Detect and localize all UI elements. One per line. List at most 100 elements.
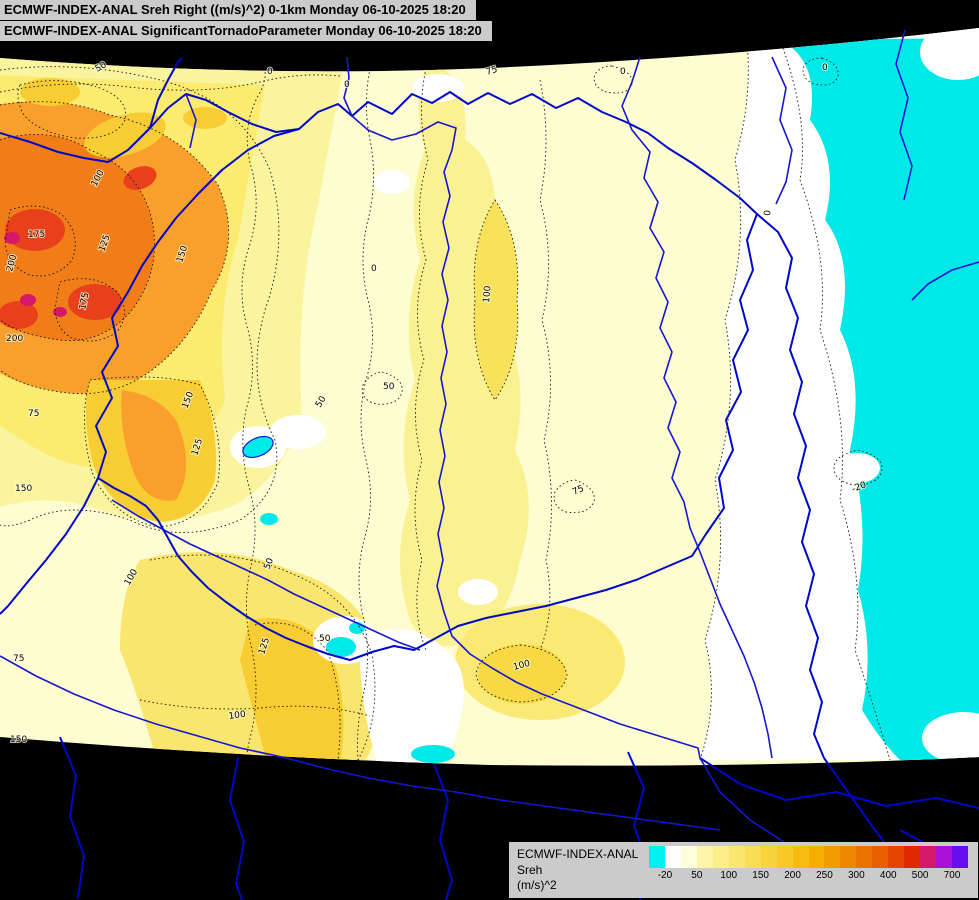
legend-swatch bbox=[936, 846, 953, 868]
fill-red-spot-3 bbox=[0, 301, 38, 329]
title-bar-primary: ECMWF-INDEX-ANAL Sreh Right ((m/s)^2) 0-… bbox=[0, 0, 476, 20]
fill-cyan-spot-4 bbox=[411, 745, 455, 763]
fill-white-patch-1 bbox=[412, 74, 464, 102]
contour-label: 75 bbox=[28, 409, 39, 419]
border-west bbox=[0, 93, 300, 163]
fill-cyan-spot-2 bbox=[326, 637, 356, 657]
river-drava bbox=[111, 499, 421, 651]
river-east-tributary bbox=[911, 261, 979, 301]
contour-line bbox=[84, 376, 220, 528]
legend-swatch bbox=[840, 846, 857, 868]
legend-swatch bbox=[776, 846, 793, 868]
legend-tick: 50 bbox=[691, 870, 703, 881]
river-northeast bbox=[771, 56, 793, 205]
fill-red-spot-1 bbox=[5, 209, 65, 251]
contour-line bbox=[17, 80, 127, 139]
legend-tick-labels: -20 50 100 150 200 250 300 400 500 700 bbox=[649, 868, 968, 886]
legend-tick: 300 bbox=[848, 870, 865, 881]
legend-swatch bbox=[649, 846, 665, 868]
legend-tick: -20 bbox=[657, 870, 673, 881]
legend-swatch bbox=[744, 846, 761, 868]
contour-label: 0 bbox=[267, 67, 273, 77]
legend-tick: 200 bbox=[784, 870, 801, 881]
legend-units-label: (m/s)^2 bbox=[517, 878, 557, 893]
fill-yellow-central-band bbox=[400, 58, 529, 647]
contour-label: 75 bbox=[485, 65, 499, 78]
fill-crimson-spot-1 bbox=[20, 294, 36, 306]
fill-white-patch-4 bbox=[458, 579, 498, 605]
fill-white-south-center bbox=[359, 629, 464, 766]
border-south-2 bbox=[229, 757, 245, 900]
title-bar-secondary: ECMWF-INDEX-ANAL SignificantTornadoParam… bbox=[0, 21, 492, 41]
border-southwest bbox=[0, 477, 99, 615]
contour-label: 100 bbox=[482, 285, 493, 303]
legend-tick: 400 bbox=[879, 870, 897, 881]
legend-text-block: ECMWF-INDEX-ANAL Sreh (m/s)^2 bbox=[509, 842, 649, 894]
fill-cyan-spot-1 bbox=[260, 513, 278, 525]
fill-orange-streak-w bbox=[121, 390, 187, 501]
legend-swatch bbox=[792, 846, 809, 868]
legend-tick: 500 bbox=[911, 870, 929, 881]
legend-swatch bbox=[728, 846, 745, 868]
border-south-1 bbox=[59, 736, 85, 899]
contour-label: 150 bbox=[15, 484, 32, 494]
legend-swatch bbox=[888, 846, 905, 868]
contour-label: 100 bbox=[228, 710, 247, 722]
legend-parameter-label: Sreh bbox=[517, 862, 543, 877]
fill-cyan-balaton bbox=[242, 436, 274, 458]
title-text-secondary: ECMWF-INDEX-ANAL SignificantTornadoParam… bbox=[4, 23, 482, 38]
legend-swatch bbox=[664, 846, 681, 868]
fill-crimson-spot-2 bbox=[53, 307, 67, 317]
contour-line bbox=[357, 59, 374, 761]
legend-colorbar bbox=[649, 846, 969, 868]
river-danube bbox=[343, 56, 785, 843]
contour-label: 200 bbox=[6, 334, 23, 344]
contour-line bbox=[241, 59, 266, 761]
fill-white-notch-ne bbox=[920, 28, 979, 80]
title-text-primary: ECMWF-INDEX-ANAL Sreh Right ((m/s)^2) 0-… bbox=[4, 2, 466, 17]
fill-gold-nw-3 bbox=[183, 107, 227, 129]
contour-label: 0 bbox=[371, 264, 377, 274]
contour-label: 75 bbox=[13, 654, 24, 664]
legend-swatch bbox=[680, 846, 697, 868]
contour-line bbox=[414, 59, 429, 651]
border-south-3 bbox=[433, 763, 453, 900]
rivers bbox=[0, 29, 979, 843]
contour-label: 50 bbox=[383, 382, 395, 392]
river-sava bbox=[0, 655, 721, 831]
fill-gold-south-center bbox=[478, 644, 566, 704]
legend-swatch bbox=[904, 846, 921, 868]
fill-white-patch-2 bbox=[374, 170, 410, 194]
contour-line bbox=[593, 65, 633, 94]
contour-label: 175 bbox=[28, 230, 45, 240]
border-west-north bbox=[149, 57, 183, 129]
dotted-contours bbox=[0, 28, 891, 761]
legend-swatch bbox=[696, 846, 713, 868]
fill-red-spot-4 bbox=[123, 166, 157, 190]
legend-swatch bbox=[856, 846, 873, 868]
contour-label: 0 bbox=[822, 63, 828, 73]
legend-swatch bbox=[872, 846, 889, 868]
legend-tick: 100 bbox=[720, 870, 738, 881]
contour-line bbox=[0, 133, 155, 342]
fill-cyan-east bbox=[780, 38, 979, 760]
fill-gold-southwest bbox=[240, 618, 344, 766]
border-hungary bbox=[95, 91, 758, 661]
legend-model-label: ECMWF-INDEX-ANAL bbox=[517, 847, 639, 861]
contour-label: 0 bbox=[763, 209, 773, 216]
legend-tick: 150 bbox=[752, 870, 769, 881]
contour-label: 50 bbox=[319, 634, 331, 644]
contour-label: 0 bbox=[620, 67, 626, 77]
legend-swatch bbox=[952, 846, 969, 868]
legend-swatch bbox=[712, 846, 729, 868]
legend-tick: 250 bbox=[816, 870, 833, 881]
contour-label: 150 bbox=[10, 735, 27, 745]
legend-swatch bbox=[824, 846, 841, 868]
border-east bbox=[756, 213, 825, 759]
fill-white-hole-east bbox=[836, 453, 880, 483]
fill-gold-central-core bbox=[474, 200, 518, 400]
river-east-top bbox=[895, 29, 913, 201]
contour-label: 0 bbox=[344, 80, 350, 90]
